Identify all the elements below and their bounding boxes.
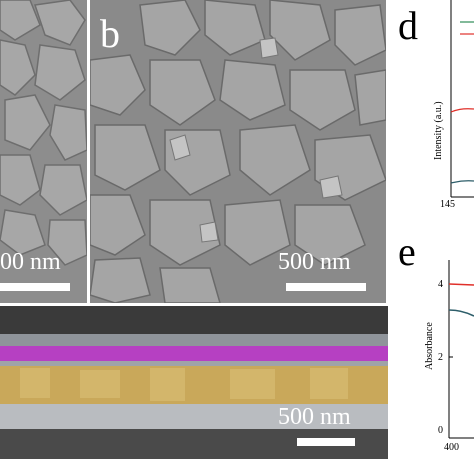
cross-section-image: 500 nm [0,306,388,459]
panel-label-e: e [398,229,416,274]
xtick-d: 145 [440,199,455,210]
cross-section-layers [0,306,388,459]
scale-bar-a [0,283,70,291]
ylabel-e: Absorbance [424,322,435,370]
ytick-e-2: 2 [438,352,443,363]
scale-bar-b [286,283,366,291]
series-curve-e-red [448,283,474,286]
plot-d [450,0,474,198]
series-curve-d-teal [450,180,474,184]
sem-image-a: 00 nm [0,0,87,303]
ylabel-d: Intensity (a.u.) [433,101,444,160]
scale-text-a: 00 nm [0,249,61,275]
scale-bar-cross [297,438,355,446]
sem-grains-b [90,0,386,303]
series-curve-e-teal [448,309,474,317]
sem-grains-a [0,0,87,303]
panel-label-b: b [100,11,120,56]
ytick-e-0: 0 [438,425,443,436]
sem-image-b: b 500 nm [90,0,386,303]
scale-text-b: 500 nm [278,249,351,275]
panel-label-d: d [398,3,418,48]
scale-text-cross: 500 nm [278,404,351,430]
xtick-e: 400 [444,442,459,453]
plot-e [448,260,474,439]
series-curve-d-red [450,108,474,113]
ytick-e-4: 4 [438,279,443,290]
